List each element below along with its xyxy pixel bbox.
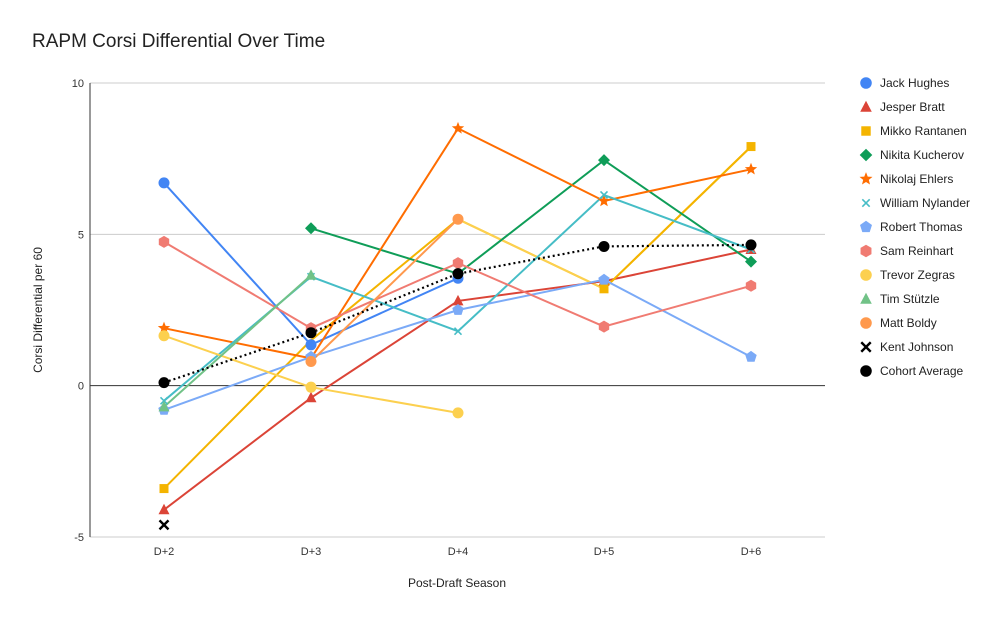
data-point-sam-reinhart [158,235,170,248]
x-tick-label: D+6 [741,546,762,558]
data-point-cohort-average [745,239,757,251]
data-point-nikolaj-ehlers [451,121,465,134]
legend-label-william-nylander: William Nylander [880,196,970,210]
legend-label-mikko-rantanen: Mikko Rantanen [880,124,967,138]
series-line-tim-stutzle [163,274,312,408]
data-point-sam-reinhart [598,320,610,333]
legend-label-matt-boldy: Matt Boldy [880,316,937,330]
data-point-trevor-zegras [305,381,317,393]
legend-marker-william-nylander-stroke-b [861,198,871,208]
series-line-jesper-bratt [163,248,752,511]
data-point-robert-thomas [745,350,757,362]
data-point-cohort-average [158,377,170,389]
data-point-sam-reinhart [452,257,464,270]
y-tick-label: 10 [72,78,84,90]
x-tick-label: D+4 [448,546,469,558]
series-line-mikko-rantanen-extension [163,145,752,490]
x-tick-label: D+3 [301,546,322,558]
data-point-jack-hughes [158,177,170,189]
x-axis-title: Post-Draft Season [408,576,506,590]
data-point-jesper-bratt [305,391,317,403]
legend-label-nikita-kucherov: Nikita Kucherov [880,148,964,162]
legend-label-jack-hughes: Jack Hughes [880,76,949,90]
data-point-tim-stutzle [158,400,170,412]
series-markers [157,121,758,531]
legend-marker-sam-reinhart [860,244,872,258]
y-tick-label: -5 [74,532,84,544]
legend-marker-nikolaj-ehlers [859,172,873,185]
legend-label-robert-thomas: Robert Thomas [880,220,962,234]
legend-label-trevor-zegras: Trevor Zegras [880,268,955,282]
y-tick-label: 5 [78,229,84,241]
series-line-mikko-rantanen [603,145,752,290]
legend-marker-jesper-bratt [860,100,872,112]
legend-marker-matt-boldy [860,317,872,329]
series-line-sam-reinhart [163,241,752,330]
legend-label-cohort-average: Cohort Average [880,364,963,378]
x-tick-label: D+5 [594,546,615,558]
data-point-trevor-zegras [452,407,464,419]
legend-marker-tim-stutzle [860,292,872,304]
data-point-nikolaj-ehlers [744,162,758,175]
data-point-william-nylander-stroke-b [599,190,609,200]
data-point-tim-stutzle [305,269,317,280]
data-point-william-nylander [159,396,169,405]
legend-marker-william-nylander [861,198,871,208]
series-line-nikita-kucherov [310,158,752,275]
data-point-kent-johnson [158,519,170,531]
legend-marker-kent-johnson-stroke-b [860,341,872,353]
data-point-nikita-kucherov [745,255,757,268]
data-point-mikko-rantanen [599,284,609,294]
data-point-trevor-zegras [158,330,170,342]
data-point-mikko-rantanen [159,484,169,494]
series-line-cohort-average [163,243,752,384]
data-point-william-nylander-stroke-b [453,327,463,336]
legend-marker-robert-thomas [860,220,872,233]
data-point-mikko-rantanen [746,142,756,152]
legend-marker-jack-hughes [860,77,872,89]
y-axis-title: Corsi Differential per 60 [31,247,45,373]
legend-marker-cohort-average [860,365,872,377]
legend-label-jesper-bratt: Jesper Bratt [880,100,945,114]
data-point-cohort-average [452,268,464,280]
legend-marker-kent-johnson [860,341,872,353]
data-point-robert-thomas [598,273,610,285]
legend-label-sam-reinhart: Sam Reinhart [880,244,954,258]
legend-marker-trevor-zegras [860,269,872,281]
data-point-william-nylander-stroke-b [159,396,169,405]
series-line-jack-hughes [163,182,459,347]
data-point-nikolaj-ehlers [597,194,611,207]
x-tick-label: D+2 [154,546,175,558]
data-point-matt-boldy [305,355,317,367]
data-point-matt-boldy [452,213,464,225]
series-lines [163,127,752,511]
data-point-william-nylander [599,190,609,200]
data-point-william-nylander [453,327,463,336]
axes: -5 0 5 10 D+2 D+3 D+4 D+5 D+6 [72,78,762,558]
y-tick-label: 0 [78,381,84,393]
data-point-cohort-average [305,327,317,339]
data-point-robert-thomas [452,304,464,315]
series-line-matt-boldy [310,218,459,363]
legend-marker-mikko-rantanen [861,126,871,136]
data-point-kent-johnson-stroke-b [158,519,170,531]
legend-label-kent-johnson: Kent Johnson [880,340,953,354]
data-point-jesper-bratt [158,503,170,515]
legend-label-tim-stutzle: Tim Stützle [880,292,940,306]
data-point-nikita-kucherov [305,222,317,235]
data-point-nikolaj-ehlers [157,321,171,334]
data-point-jesper-bratt [452,294,464,306]
legend-label-nikolaj-ehlers: Nikolaj Ehlers [880,172,953,186]
data-point-sam-reinhart [745,279,757,292]
chart-title: RAPM Corsi Differential Over Time [32,31,326,52]
gridlines [90,82,825,538]
data-point-nikita-kucherov [598,154,610,167]
data-point-jack-hughes [305,339,317,351]
series-line-nikolaj-ehlers [163,127,752,360]
series-line-trevor-zegras-extension [457,218,605,290]
legend: Jack Hughes Jesper Bratt Mikko Rantanen Nik… [859,76,970,378]
data-point-cohort-average [598,240,610,252]
legend-marker-nikita-kucherov [859,148,873,162]
